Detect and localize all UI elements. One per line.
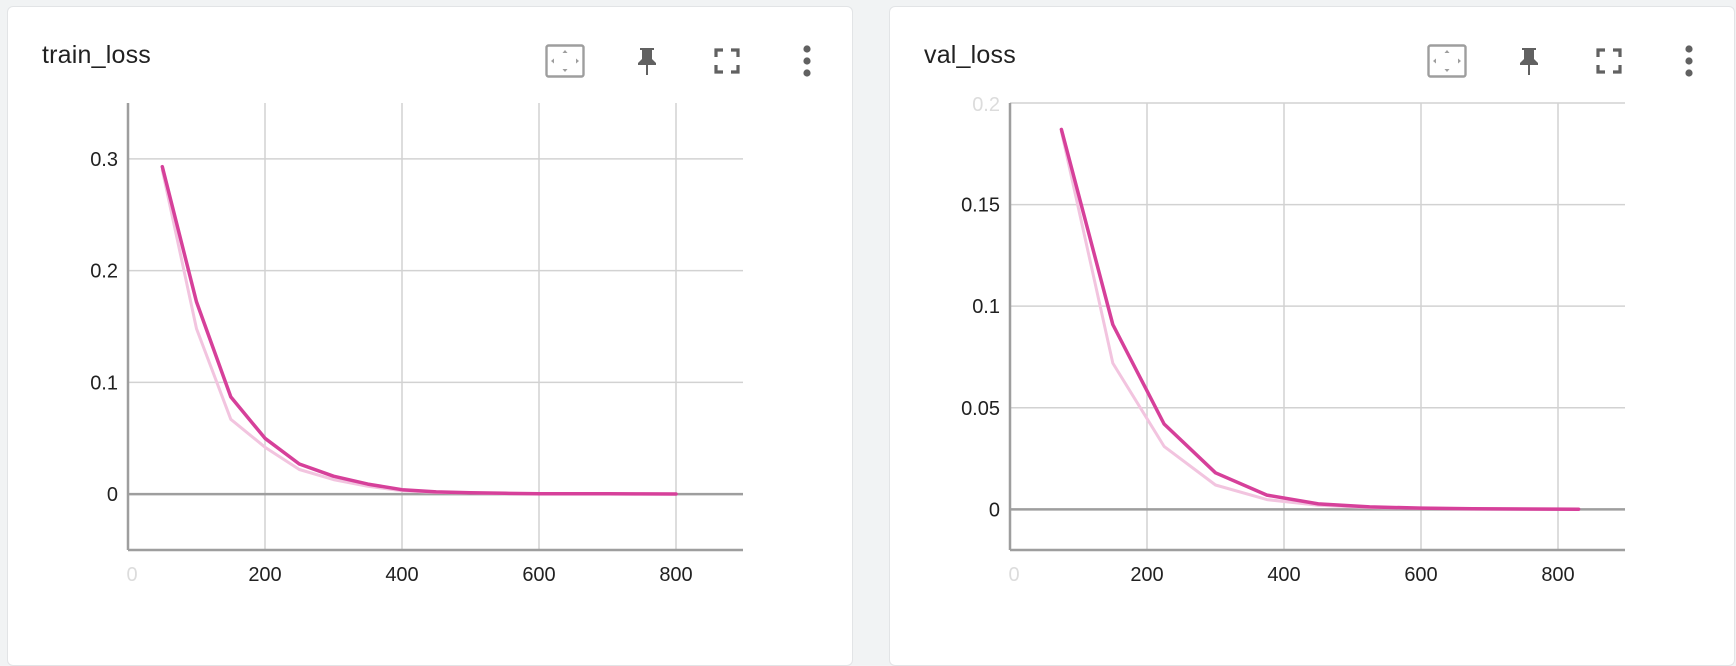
val-loss-chart: 0 0.05 0.1 0.15 0.2 0 200 400 600 800 (961, 94, 1625, 586)
x-tick-label: 0 (1008, 564, 1019, 586)
fit-domain-icon (1427, 44, 1467, 78)
x-tick-label: 800 (659, 564, 692, 586)
x-tick-label: 800 (1541, 564, 1574, 586)
smoothed-series-line (1059, 127, 1581, 511)
x-tick-label: 600 (1404, 564, 1437, 586)
y-tick-label: 0 (107, 484, 118, 506)
fullscreen-button[interactable] (1589, 41, 1629, 81)
fit-domain-button[interactable] (545, 41, 585, 81)
train-loss-chart: 0 0.1 0.2 0.3 0 200 400 600 800 (90, 103, 743, 586)
pin-icon (1520, 48, 1538, 75)
y-tick-label: 0.1 (972, 296, 1000, 318)
x-tick-label: 400 (385, 564, 418, 586)
more-vert-icon (1685, 45, 1693, 77)
fit-domain-icon (545, 44, 585, 78)
fullscreen-icon (1596, 48, 1622, 74)
y-tick-label: 0.2 (90, 261, 118, 283)
fullscreen-button[interactable] (707, 41, 747, 81)
more-options-button[interactable] (787, 41, 827, 81)
pin-button[interactable] (1509, 41, 1549, 81)
raw-series-line (1059, 129, 1581, 511)
x-tick-label: 0 (126, 564, 137, 586)
more-options-button[interactable] (1669, 41, 1709, 81)
more-vert-icon (803, 45, 811, 77)
pin-button[interactable] (627, 41, 667, 81)
y-tick-label: 0.2 (972, 94, 1000, 116)
x-tick-label: 200 (248, 564, 281, 586)
pin-icon (638, 48, 656, 75)
val-loss-card: val_loss 0 0.05 0.1 0.15 0.2 0 200 400 600 800 (889, 6, 1735, 666)
chart-title: val_loss (924, 41, 1016, 69)
smoothed-series-line (160, 164, 678, 496)
raw-series-line (160, 168, 678, 496)
fullscreen-icon (714, 48, 740, 74)
y-tick-label: 0 (989, 499, 1000, 521)
train-loss-card: train_loss 0 0.1 0.2 0.3 0 200 400 600 800 (7, 6, 853, 666)
y-tick-label: 0.1 (90, 372, 118, 394)
x-tick-label: 600 (522, 564, 555, 586)
x-tick-label: 200 (1130, 564, 1163, 586)
x-tick-label: 400 (1267, 564, 1300, 586)
y-tick-label: 0.05 (961, 398, 1000, 420)
y-tick-label: 0.3 (90, 149, 118, 171)
y-tick-label: 0.15 (961, 195, 1000, 217)
chart-title: train_loss (42, 41, 151, 69)
fit-domain-button[interactable] (1427, 41, 1467, 81)
